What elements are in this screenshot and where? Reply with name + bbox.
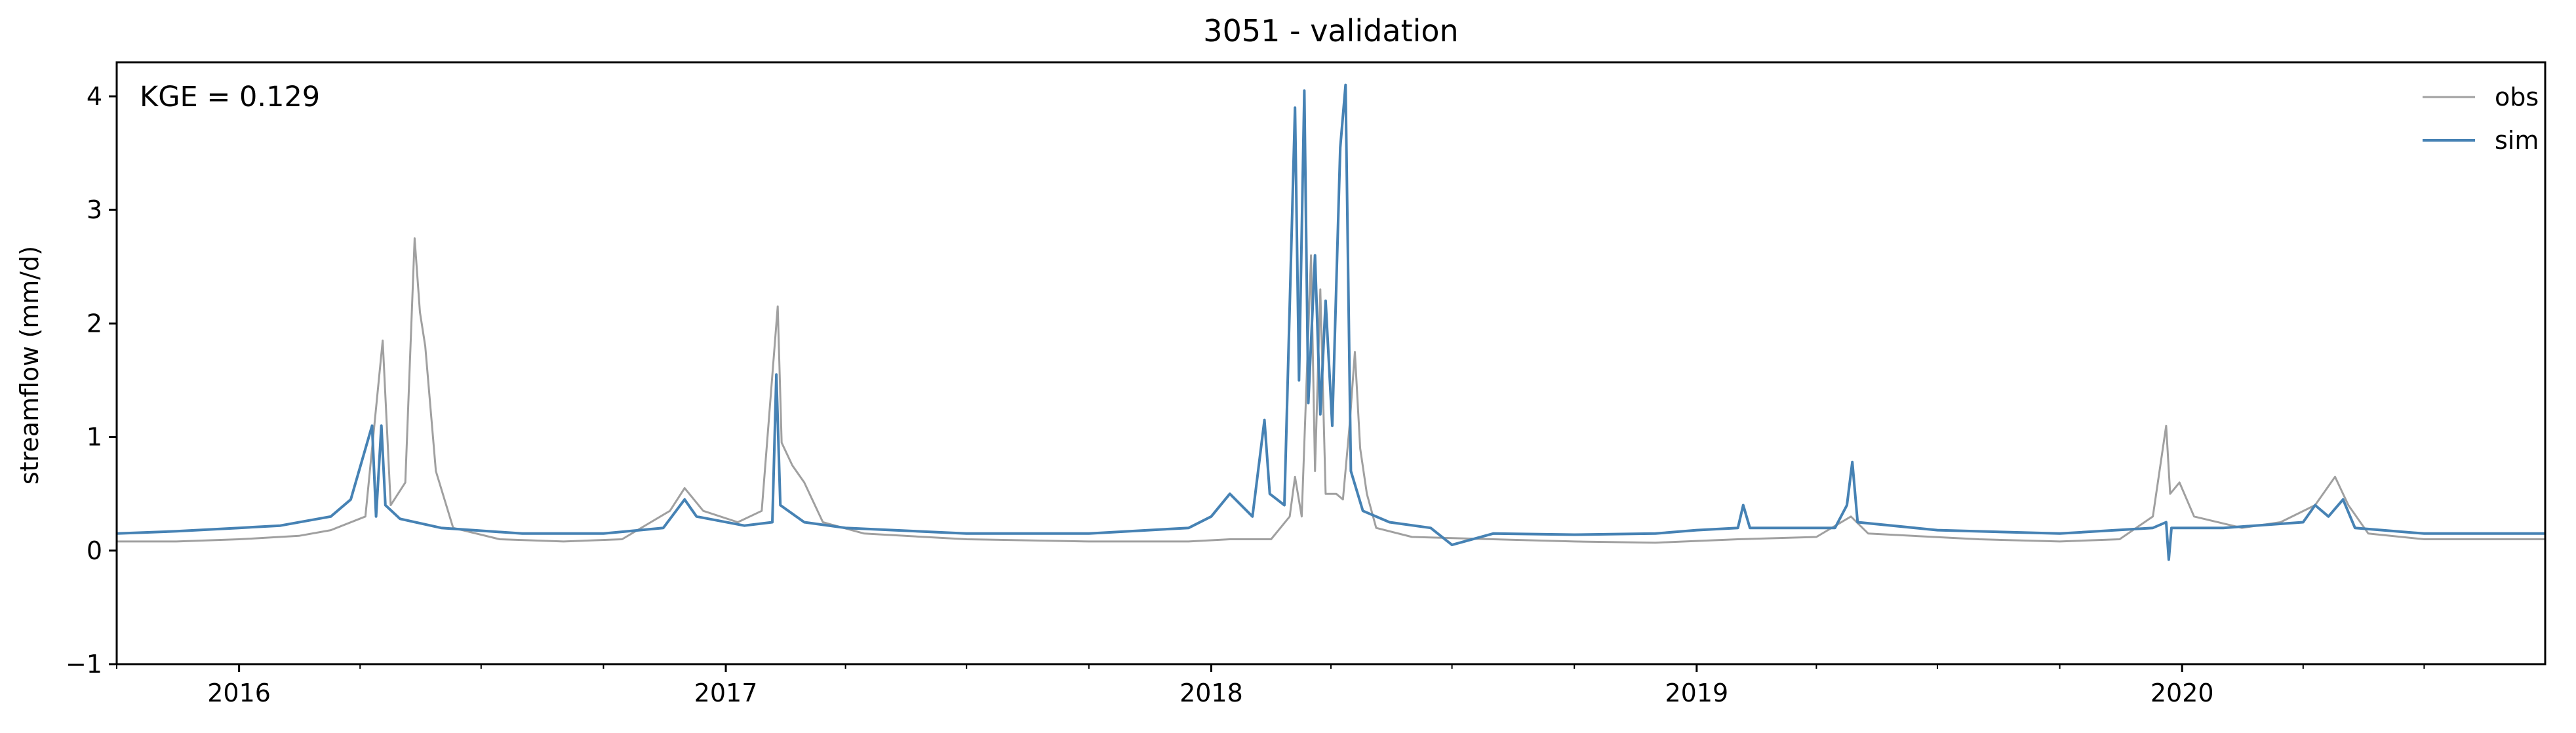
plot-frame xyxy=(115,61,2546,665)
y-tick-label: 3 xyxy=(87,195,102,224)
plot-area xyxy=(116,83,2545,561)
y-tick-label: 4 xyxy=(87,82,102,111)
legend-label-obs: obs xyxy=(2495,83,2539,111)
x-tick-label: 2020 xyxy=(2150,679,2214,707)
x-tick-label: 2016 xyxy=(207,679,271,707)
x-tick-label: 2019 xyxy=(1665,679,1728,707)
y-tick-label: 1 xyxy=(87,423,102,452)
legend-label-sim: sim xyxy=(2495,126,2539,155)
y-tick-label: 2 xyxy=(87,309,102,338)
y-tick-label: −1 xyxy=(66,650,102,679)
legend: obs sim xyxy=(2423,83,2539,155)
kge-annotation: KGE = 0.129 xyxy=(140,81,320,113)
chart-title: 3051 - validation xyxy=(1203,13,1458,49)
x-tick-label: 2017 xyxy=(694,679,758,707)
x-tick-label: 2018 xyxy=(1179,679,1243,707)
y-tick-label: 0 xyxy=(87,536,102,565)
series-line-obs xyxy=(117,237,2545,544)
y-axis-label: streamflow (mm/d) xyxy=(15,246,44,485)
series-line-sim xyxy=(116,83,2545,561)
